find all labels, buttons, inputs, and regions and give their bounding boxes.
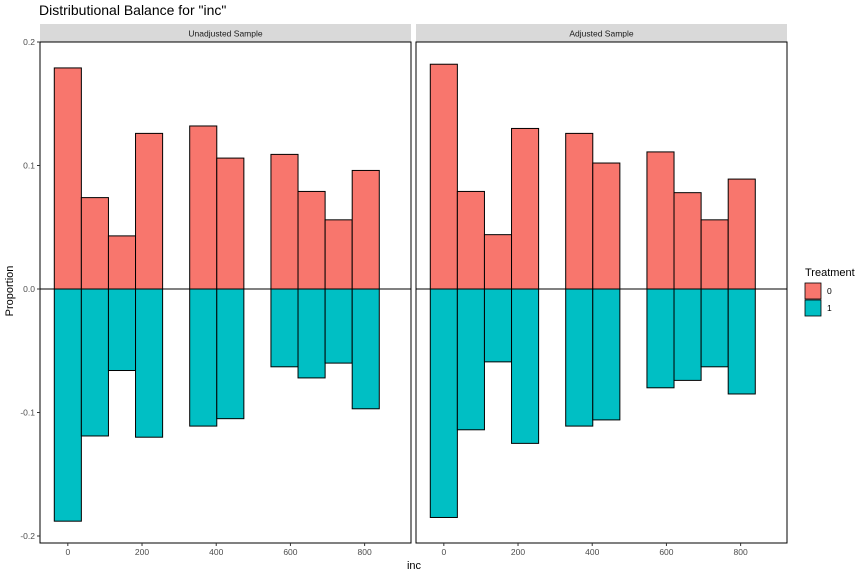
bar: [107, 235, 137, 290]
bar: [324, 219, 353, 290]
bar: [483, 234, 513, 290]
bar: [456, 190, 485, 290]
bar: [53, 288, 82, 522]
y-tick-label: -0.1: [20, 408, 35, 418]
chart-title: Distributional Balance for "inc": [39, 2, 226, 18]
x-tick-label: 600: [659, 547, 673, 557]
panel-border: [415, 41, 788, 544]
bar: [135, 288, 164, 438]
bar: [297, 190, 326, 290]
legend-label: 0: [827, 286, 832, 296]
legend-label: 1: [827, 303, 832, 313]
y-axis-title: Proportion: [4, 266, 16, 317]
bar: [80, 197, 109, 290]
bar: [351, 288, 380, 410]
facet-strip-label: Adjusted Sample: [569, 29, 634, 39]
facet-strip-label: Unadjusted Sample: [188, 29, 262, 39]
x-tick-label: 0: [65, 547, 70, 557]
bar: [135, 132, 164, 290]
bar: [700, 288, 729, 368]
panel-border: [39, 41, 412, 544]
bar: [511, 288, 540, 444]
legend-key: [804, 299, 822, 317]
x-tick-label: 200: [511, 547, 525, 557]
facet-panel: Unadjusted Sample 0 200 400 600 800: [39, 24, 412, 557]
facet-panel: Adjusted Sample 0 200 400 600 800: [415, 24, 788, 557]
bar: [270, 288, 299, 368]
bar: [189, 125, 218, 290]
bar: [646, 151, 675, 290]
y-tick-label: -0.2: [20, 531, 35, 541]
x-tick-label: 600: [283, 547, 297, 557]
legend-key: [804, 282, 822, 300]
bar: [727, 288, 756, 395]
bar: [592, 162, 621, 290]
y-tick-label: 0.2: [23, 37, 35, 47]
bar: [189, 288, 218, 427]
y-axis: -0.2 -0.1 0.0 0.1 0.2: [20, 37, 40, 541]
x-tick-label: 800: [734, 547, 748, 557]
y-tick-label: 0.1: [23, 161, 35, 171]
x-tick-label: 200: [135, 547, 149, 557]
bar: [727, 178, 756, 290]
bar: [646, 288, 675, 389]
legend-title: Treatment: [805, 267, 855, 279]
bar: [456, 288, 485, 431]
bar: [351, 169, 380, 290]
y-tick-label: 0.0: [23, 284, 35, 294]
bar: [80, 288, 109, 437]
facet-strip: [40, 24, 411, 42]
bar: [297, 288, 326, 379]
legend: Treatment 0 1: [804, 267, 855, 317]
bar: [429, 63, 458, 290]
x-tick-label: 0: [441, 547, 446, 557]
bar: [511, 127, 540, 290]
x-tick-label: 400: [209, 547, 223, 557]
bar: [216, 157, 245, 290]
x-tick-label: 800: [358, 547, 372, 557]
bar: [216, 288, 245, 420]
bar: [429, 288, 458, 518]
bar: [53, 67, 82, 290]
x-tick-label: 400: [585, 547, 599, 557]
facet-strip: [416, 24, 787, 42]
bar: [592, 288, 621, 421]
bar: [483, 288, 513, 363]
bar: [565, 288, 594, 427]
bar: [565, 132, 594, 290]
bar: [270, 153, 299, 290]
bar: [324, 288, 353, 364]
bar: [700, 219, 729, 290]
bar: [107, 288, 137, 372]
x-axis-title: inc: [407, 560, 422, 572]
bar: [673, 192, 702, 290]
bar: [673, 288, 702, 381]
